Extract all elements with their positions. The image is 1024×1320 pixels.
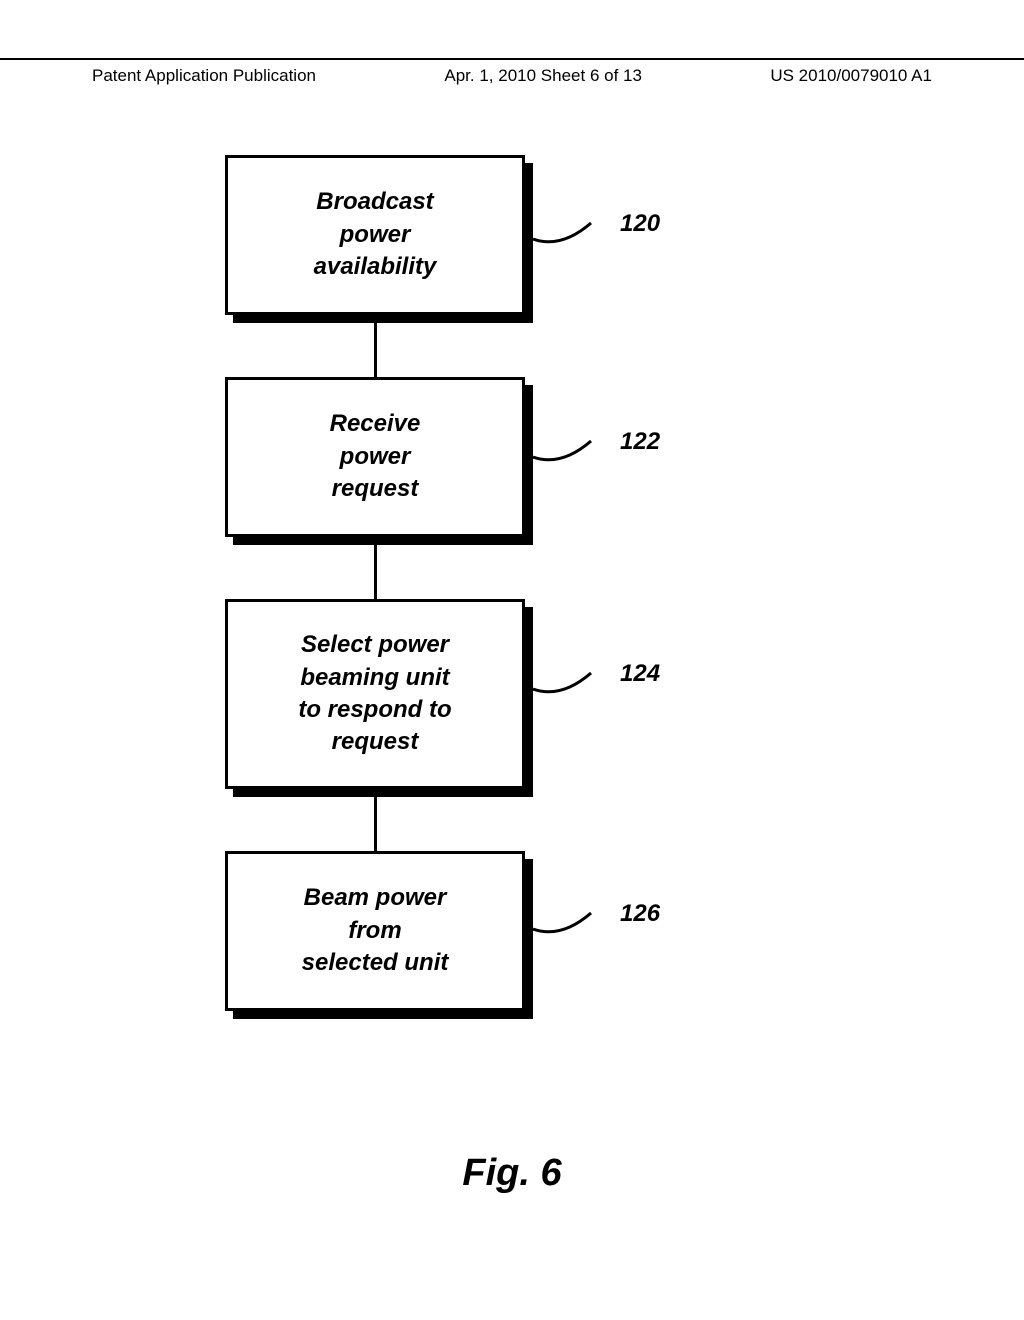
leader-line-124 bbox=[533, 665, 633, 705]
leader-line-120 bbox=[533, 215, 633, 255]
header-center: Apr. 1, 2010 Sheet 6 of 13 bbox=[444, 66, 642, 86]
flow-node-n2: Receivepowerrequest bbox=[225, 377, 533, 545]
header-left: Patent Application Publication bbox=[92, 66, 316, 86]
header-right: US 2010/0079010 A1 bbox=[770, 66, 932, 86]
figure-caption: Fig. 6 bbox=[0, 1152, 1024, 1195]
flowchart-diagram: Broadcastpoweravailability Receivepowerre… bbox=[0, 155, 1024, 1155]
flow-node-n3: Select powerbeaming unitto respond toreq… bbox=[225, 599, 533, 797]
ref-label-120: 120 bbox=[620, 210, 660, 238]
flow-box: Receivepowerrequest bbox=[225, 377, 525, 537]
flow-box: Select powerbeaming unitto respond toreq… bbox=[225, 599, 525, 789]
flow-box: Beam powerfromselected unit bbox=[225, 851, 525, 1011]
ref-label-124: 124 bbox=[620, 660, 660, 688]
leader-line-122 bbox=[533, 433, 633, 473]
flow-node-n1: Broadcastpoweravailability bbox=[225, 155, 533, 323]
page-header: Patent Application Publication Apr. 1, 2… bbox=[0, 58, 1024, 86]
ref-label-122: 122 bbox=[620, 428, 660, 456]
flow-node-n4: Beam powerfromselected unit bbox=[225, 851, 533, 1019]
flow-connector bbox=[374, 545, 377, 599]
ref-label-126: 126 bbox=[620, 900, 660, 928]
flow-connector bbox=[374, 797, 377, 851]
flow-connector bbox=[374, 323, 377, 377]
leader-line-126 bbox=[533, 905, 633, 945]
flow-box: Broadcastpoweravailability bbox=[225, 155, 525, 315]
